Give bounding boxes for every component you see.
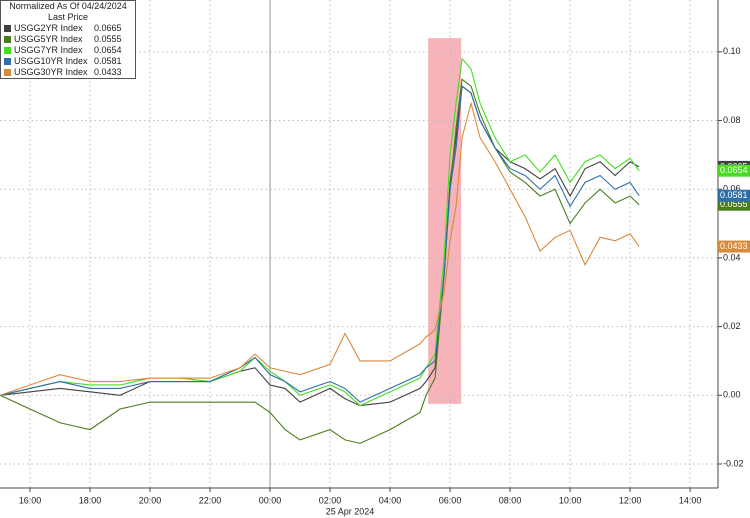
x-tick-label: 14:00 bbox=[679, 495, 702, 505]
x-tick-label: 10:00 bbox=[559, 495, 582, 505]
legend-label: USGG30YR Index bbox=[14, 67, 88, 77]
last-value-label: 0.0433 bbox=[720, 241, 748, 251]
x-tick-label: 16:00 bbox=[19, 495, 42, 505]
legend-value: 0.0581 bbox=[94, 56, 122, 66]
last-value-label: 0.0581 bbox=[720, 190, 748, 200]
legend-label: USGG7YR Index bbox=[14, 45, 83, 55]
y-tick-label: 0.04 bbox=[723, 252, 741, 262]
legend-title: Normalized As Of 04/24/2024 bbox=[9, 1, 127, 11]
legend-swatch bbox=[4, 25, 11, 32]
series-line bbox=[0, 57, 640, 407]
legend-value: 0.0433 bbox=[94, 67, 122, 77]
legend-value: 0.0555 bbox=[94, 34, 122, 44]
legend: Normalized As Of 04/24/2024 Last Price U… bbox=[0, 0, 136, 79]
legend-entry: USGG30YR Index 0.0433 bbox=[1, 67, 135, 78]
last-value-tag bbox=[718, 189, 750, 202]
highlight-band bbox=[428, 38, 462, 404]
legend-swatch bbox=[4, 69, 11, 76]
y-tick-label: 0.10 bbox=[723, 46, 741, 56]
legend-entry: USGG5YR Index 0.0555 bbox=[1, 34, 135, 45]
legend-value: 0.0665 bbox=[94, 23, 122, 33]
legend-entry: USGG7YR Index 0.0654 bbox=[1, 45, 135, 56]
x-tick-label: 22:00 bbox=[199, 495, 222, 505]
x-tick-label: 18:00 bbox=[79, 495, 102, 505]
y-tick-label: -0.02 bbox=[723, 458, 744, 468]
x-tick-label: 08:00 bbox=[499, 495, 522, 505]
x-tick-label: 20:00 bbox=[139, 495, 162, 505]
legend-swatch bbox=[4, 47, 11, 54]
x-tick-label: 06:00 bbox=[439, 495, 462, 505]
series-line bbox=[0, 85, 640, 407]
legend-swatch bbox=[4, 36, 11, 43]
y-tick-label: 0.00 bbox=[723, 390, 741, 400]
series-line bbox=[0, 78, 640, 444]
legend-value: 0.0654 bbox=[94, 45, 122, 55]
series-line bbox=[0, 85, 640, 403]
y-tick-label: 0.02 bbox=[723, 321, 741, 331]
last-value-label: 0.0654 bbox=[720, 165, 748, 175]
last-value-tag bbox=[718, 240, 750, 253]
legend-label: USGG5YR Index bbox=[14, 34, 83, 44]
last-value-label: 0.0555 bbox=[720, 199, 748, 209]
x-caption: 25 Apr 2024 bbox=[326, 506, 375, 516]
y-tick-label: 0.08 bbox=[723, 115, 741, 125]
legend-subtitle: Last Price bbox=[47, 12, 89, 22]
x-tick-label: 04:00 bbox=[379, 495, 402, 505]
x-tick-label: 02:00 bbox=[319, 495, 342, 505]
x-tick-label: 12:00 bbox=[619, 495, 642, 505]
legend-entry: USGG10YR Index 0.0581 bbox=[1, 56, 135, 67]
x-tick-label: 00:00 bbox=[259, 495, 282, 505]
series-line bbox=[0, 101, 640, 396]
last-value-tag bbox=[718, 164, 750, 177]
y-tick-label: 0.06 bbox=[723, 184, 741, 194]
legend-swatch bbox=[4, 58, 11, 65]
legend-label: USGG10YR Index bbox=[14, 56, 88, 66]
legend-label: USGG2YR Index bbox=[14, 23, 83, 33]
legend-entry: USGG2YR Index 0.0665 bbox=[1, 23, 135, 34]
